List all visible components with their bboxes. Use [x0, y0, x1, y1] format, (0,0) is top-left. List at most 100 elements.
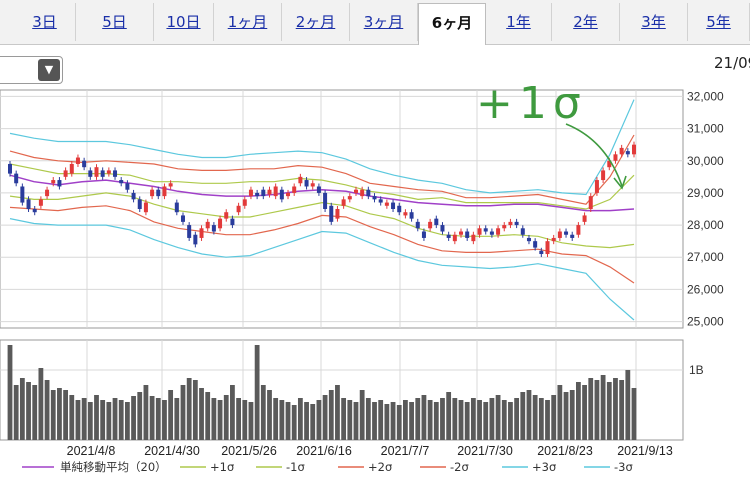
candle [75, 157, 80, 164]
volume-bar [328, 390, 334, 440]
volume-bar [217, 400, 223, 440]
candle [205, 221, 210, 229]
band-minus2-line [9, 205, 635, 284]
volume-bar [44, 380, 50, 440]
volume-bar [75, 400, 81, 440]
tab-3m[interactable]: 3ヶ月 [350, 3, 418, 41]
candle [403, 212, 408, 216]
candle [570, 234, 575, 238]
band-plus2-line [9, 134, 635, 205]
volume-bar [378, 400, 384, 440]
candle [421, 231, 426, 238]
volume-bar [347, 400, 353, 440]
volume-bar [155, 398, 161, 440]
volume-bar [508, 402, 513, 440]
volume-bar [13, 385, 19, 440]
candle [180, 215, 185, 222]
volume-bar [143, 385, 149, 440]
candle [508, 221, 513, 226]
volume-bar [100, 400, 106, 440]
tab-10d[interactable]: 10日 [154, 3, 214, 41]
candle [632, 144, 636, 155]
volume-bar [619, 380, 625, 440]
volume-bar [353, 402, 359, 440]
candle [224, 212, 229, 219]
candle [391, 202, 396, 209]
candle [69, 163, 74, 174]
tab-2y[interactable]: 2年 [552, 3, 620, 41]
volume-bar [335, 385, 340, 440]
legend-label: -2σ [450, 460, 469, 474]
candle [14, 173, 19, 184]
candle [353, 189, 358, 193]
chevron-down-icon[interactable]: ▼ [38, 59, 60, 81]
candle [434, 218, 439, 226]
indicator-select[interactable]: ▼ [0, 56, 63, 84]
volume-bar [582, 385, 587, 440]
volume-bar [452, 398, 458, 440]
candle [347, 196, 352, 200]
volume-bar [94, 395, 99, 440]
tab-3y[interactable]: 3年 [620, 3, 688, 41]
candle [273, 186, 278, 197]
candle [316, 186, 321, 193]
candle [564, 231, 569, 235]
volume-bar [291, 405, 297, 440]
legend-label: -1σ [286, 460, 305, 474]
candle [625, 151, 630, 155]
volume-bar [495, 395, 501, 440]
price-tick-label: 30,000 [687, 154, 724, 168]
candle [607, 160, 612, 168]
volume-bar [69, 395, 75, 440]
candle [496, 228, 501, 235]
x-tick-label: 2021/5/26 [221, 444, 277, 458]
candle [100, 170, 105, 177]
tab-6m[interactable]: 6ヶ月 [418, 3, 486, 45]
candle [502, 225, 507, 229]
candle [514, 221, 519, 226]
volume-bar [359, 390, 365, 440]
candle [415, 221, 420, 229]
candle [125, 183, 130, 190]
volume-bar [600, 375, 606, 440]
volume-bar [112, 398, 118, 440]
tab-5d[interactable]: 5日 [76, 3, 154, 41]
volume-bar [390, 402, 396, 440]
volume-bar [514, 398, 520, 440]
candle [366, 189, 371, 197]
candle [236, 205, 241, 213]
arrowhead-icon [613, 175, 627, 190]
volume-bar [458, 400, 464, 440]
tab-1m[interactable]: 1ヶ月 [214, 3, 282, 41]
volume-bar [606, 382, 612, 440]
volume-bar [384, 404, 390, 440]
candle [582, 215, 587, 222]
tab-1y[interactable]: 1年 [486, 3, 552, 41]
candle [520, 228, 525, 235]
volume-bar [248, 402, 254, 440]
volume-bar [285, 402, 291, 440]
candle [20, 186, 25, 203]
volume-bar [124, 402, 130, 440]
volume-bar [613, 378, 618, 440]
candle [174, 202, 179, 213]
volume-bar [365, 398, 371, 440]
tab-3d[interactable]: 3日 [14, 3, 76, 41]
tab-2m[interactable]: 2ヶ月 [282, 3, 350, 41]
x-tick-label: 2021/7/7 [381, 444, 430, 458]
volume-bar [551, 395, 557, 440]
candle [378, 199, 383, 203]
candle [119, 180, 124, 184]
volume-bar [403, 400, 408, 440]
candle [113, 170, 118, 177]
volume-bar [7, 345, 13, 440]
volume-bar [316, 400, 322, 440]
volume-bar [310, 404, 316, 440]
candle [545, 241, 550, 255]
candle [539, 250, 544, 255]
candle [323, 192, 328, 209]
candle [82, 160, 87, 168]
candle [255, 192, 260, 197]
candle [588, 196, 593, 209]
candle [211, 225, 216, 232]
